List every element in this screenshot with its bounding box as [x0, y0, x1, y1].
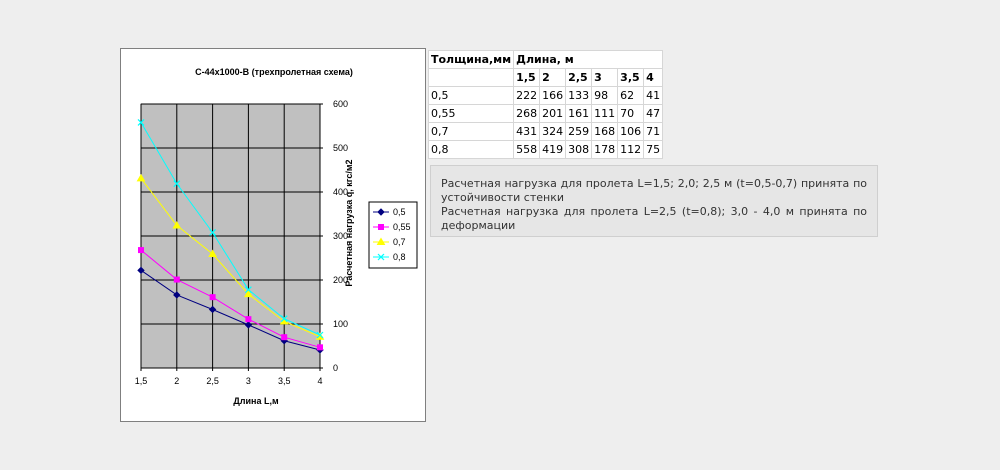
table-cell: 0,8	[427, 140, 515, 159]
table-header-cell: 3	[591, 68, 619, 87]
data-point	[245, 316, 252, 323]
table-header-cell: 3,5	[617, 68, 645, 87]
note-line-deformation: Расчетная нагрузка для пролета L=2,5 (t=…	[441, 205, 867, 232]
table-cell: 168	[591, 122, 619, 141]
table-cell: 106	[617, 122, 645, 141]
table-row: 0,5 222 166 133 98 62 41	[427, 86, 664, 105]
table-cell: 431	[513, 122, 541, 141]
data-point	[136, 173, 146, 182]
table-cell: 268	[513, 104, 541, 123]
table-cell: 419	[539, 140, 567, 159]
y-tick-label: 100	[333, 319, 348, 329]
table-row: 0,8 558 419 308 178 112 75	[427, 140, 664, 159]
table-row: 0,55 268 201 161 111 70 47	[427, 104, 664, 123]
table-cell: 71	[643, 122, 664, 141]
table-cell: 178	[591, 140, 619, 159]
chart-panel: 0 100 200 300 400 500 600 1,5 2 2,5 3 3,5 4 0,5 0,55 0,…	[120, 48, 426, 422]
y-tick-label: 200	[333, 275, 348, 285]
table-header-cell: 4	[643, 68, 664, 87]
x-tick-label: 1,5	[135, 376, 148, 386]
data-point	[316, 331, 324, 339]
chart-title: С-44х1000-В (трехпролетная схема)	[195, 67, 353, 77]
data-point	[244, 289, 253, 298]
legend-swatch-marker	[376, 237, 386, 245]
x-tick-label: 3	[246, 376, 251, 386]
table-cell: 47	[643, 104, 664, 123]
table-row: 0,7 431 324 259 168 106 71	[427, 122, 664, 141]
data-point	[137, 119, 145, 126]
y-tick-label: 300	[333, 231, 348, 241]
data-point	[317, 344, 323, 351]
series-line-3	[140, 122, 321, 336]
table-cell: 0,7	[427, 122, 515, 141]
table-cell: 308	[565, 140, 593, 159]
table-cell: 222	[513, 86, 541, 105]
table-header-cell: 1,5	[513, 68, 541, 87]
table-cell: 111	[591, 104, 619, 123]
legend-swatch-marker	[377, 253, 385, 261]
table-cell: 259	[565, 122, 593, 141]
x-tick-label: 2,5	[206, 376, 219, 386]
table-header-length: Длина, м	[513, 50, 664, 69]
data-point	[138, 247, 144, 254]
legend-swatch-marker	[378, 224, 384, 230]
legend-label: 0,55	[393, 222, 411, 232]
x-tick-label: 4	[317, 376, 322, 386]
data-point	[209, 294, 216, 301]
y-tick-label: 500	[333, 143, 348, 153]
y-tick-label: 0	[333, 363, 338, 373]
data-point	[173, 276, 180, 283]
table-cell: 70	[617, 104, 645, 123]
data-point	[209, 229, 217, 236]
data-table: Толщина,мм Длина, м 1,5 2 2,5 3 3,5 4 0,…	[427, 50, 664, 159]
table-subheader-row: 1,5 2 2,5 3 3,5 4	[427, 68, 664, 87]
table-cell: 0,5	[427, 86, 515, 105]
legend-label: 0,5	[393, 207, 406, 217]
data-point	[173, 180, 181, 188]
table-cell: 166	[539, 86, 567, 105]
legend-swatch-marker	[377, 208, 385, 216]
data-point	[137, 266, 145, 275]
table-cell: 75	[643, 140, 664, 159]
table-header-cell: 2,5	[565, 68, 593, 87]
table-header-thickness: Толщина,мм	[427, 50, 515, 69]
line-chart: 0 100 200 300 400 500 600 1,5 2 2,5 3 3,5 4 0,5 0,55 0,…	[135, 99, 418, 386]
table-cell	[427, 68, 515, 87]
table-header-row: Толщина,мм Длина, м	[427, 50, 664, 69]
table-cell: 201	[539, 104, 567, 123]
data-point	[244, 321, 253, 329]
data-point	[172, 220, 182, 229]
data-point	[208, 249, 217, 258]
series-line-1	[140, 249, 321, 348]
data-point	[173, 291, 181, 299]
table-cell: 112	[617, 140, 645, 159]
table-cell: 41	[643, 86, 664, 105]
data-point	[280, 315, 288, 323]
table-cell: 161	[565, 104, 593, 123]
legend-label: 0,8	[393, 252, 406, 262]
table-cell: 98	[591, 86, 619, 105]
series-line-2	[140, 178, 321, 338]
series-line-0	[140, 269, 321, 351]
data-point	[281, 334, 288, 341]
table-cell: 62	[617, 86, 645, 105]
x-tick-label: 3,5	[278, 376, 291, 386]
y-tick-label: 600	[333, 99, 348, 109]
y-axis-label: Расчетная нагрузка q, кгс/м2	[344, 159, 354, 287]
table-cell: 133	[565, 86, 593, 105]
data-point	[244, 286, 252, 294]
y-tick-label: 400	[333, 187, 348, 197]
table-cell: 558	[513, 140, 541, 159]
x-tick-label: 2	[174, 376, 179, 386]
table-header-cell: 2	[539, 68, 567, 87]
x-axis-label: Длина L,м	[233, 396, 279, 406]
table-cell: 0,55	[427, 104, 515, 123]
data-point	[208, 305, 217, 314]
table-cell: 324	[539, 122, 567, 141]
note-line-stability: Расчетная нагрузка для пролета L=1,5; 2,…	[441, 177, 867, 204]
note-box: Расчетная нагрузка для пролета L=1,5; 2,…	[430, 165, 878, 237]
legend-label: 0,7	[393, 237, 406, 247]
